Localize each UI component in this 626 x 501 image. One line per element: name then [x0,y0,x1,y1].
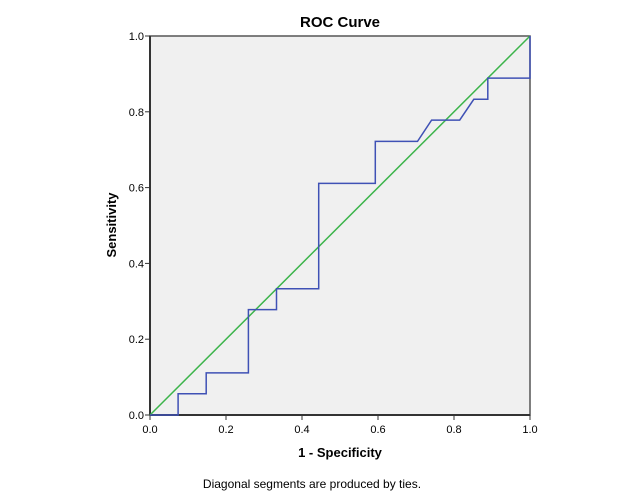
y-tick-label: 0.6 [129,183,144,195]
x-tick-label: 1.0 [522,424,537,436]
x-tick-label: 0.0 [142,424,157,436]
x-axis-label: 1 - Specificity [298,445,383,460]
reference-diagonal-line [149,35,531,416]
footnote: Diagonal segments are produced by ties. [203,477,421,491]
y-axis-label: Sensitivity [104,192,119,258]
chart-title: ROC Curve [300,14,380,31]
y-tick-label: 1.0 [129,31,144,43]
x-tick-label: 0.2 [218,424,233,436]
x-tick-label: 0.4 [294,424,309,436]
x-tick-label: 0.6 [370,424,385,436]
x-tick-label: 0.8 [446,424,461,436]
roc-curve-line [150,36,531,416]
y-tick-label: 0.0 [129,410,144,422]
y-tick-label: 0.4 [129,258,144,270]
y-tick-label: 0.8 [129,107,144,119]
y-tick-label: 0.2 [129,334,144,346]
